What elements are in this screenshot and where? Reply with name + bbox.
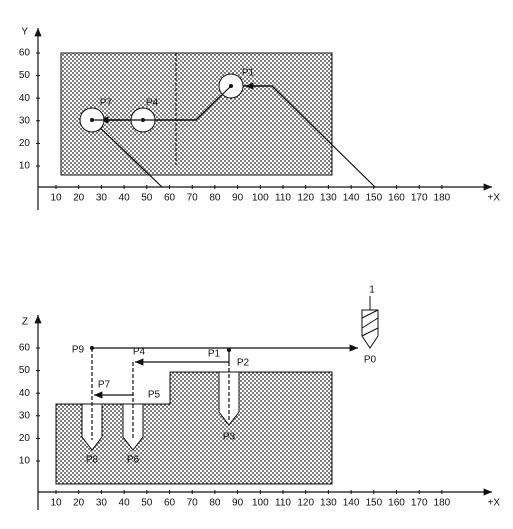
y-tick-label: 20 — [19, 138, 31, 149]
axis-label: Y — [21, 27, 28, 38]
x-tick-label: 120 — [297, 498, 314, 509]
x-tick-label: 100 — [252, 193, 269, 204]
y-tick-label: 30 — [19, 410, 31, 421]
y-tick-label: 10 — [19, 161, 31, 172]
y-tick-label: 60 — [19, 343, 31, 354]
x-tick-label: 70 — [187, 193, 199, 204]
point-label: P1 — [208, 349, 221, 360]
x-tick-label: 60 — [164, 193, 176, 204]
axis-label: +X — [487, 498, 500, 509]
x-tick-label: 50 — [141, 193, 153, 204]
x-tick-label: 170 — [411, 193, 428, 204]
x-tick-label: 90 — [232, 193, 244, 204]
y-tick-label: 50 — [19, 70, 31, 81]
point-label: P7 — [98, 380, 111, 391]
point-label: P1 — [242, 68, 255, 79]
y-tick-label: 50 — [19, 365, 31, 376]
x-tick-label: 30 — [96, 193, 108, 204]
x-tick-label: 160 — [388, 498, 405, 509]
x-tick-label: 130 — [320, 498, 337, 509]
tool-path — [92, 85, 232, 121]
point-label: P7 — [100, 98, 113, 109]
x-tick-label: 80 — [209, 193, 221, 204]
x-tick-label: 180 — [434, 193, 451, 204]
point-label: P5 — [148, 390, 161, 401]
point-label: P2 — [237, 358, 250, 369]
x-tick-label: 10 — [50, 193, 62, 204]
point-label: P3 — [223, 432, 236, 443]
point-label: P9 — [72, 345, 85, 356]
x-tick-label: 30 — [96, 498, 108, 509]
x-tick-label: 110 — [275, 498, 291, 509]
point-label: P6 — [127, 455, 140, 466]
x-tick-label: 150 — [365, 193, 382, 204]
x-tick-label: 140 — [343, 193, 360, 204]
tool-label: 1 — [369, 285, 375, 296]
x-tick-label: 180 — [434, 498, 451, 509]
x-tick-label: 100 — [252, 498, 269, 509]
point-label: P0 — [364, 355, 377, 366]
drill-tool — [361, 296, 379, 349]
x-tick-label: 110 — [275, 193, 291, 204]
x-tick-label: 20 — [73, 498, 85, 509]
point-label: P4 — [146, 98, 159, 109]
x-tick-label: 90 — [232, 498, 244, 509]
side-view — [34, 296, 492, 510]
x-tick-label: 170 — [411, 498, 428, 509]
drill-hole — [122, 403, 144, 451]
x-tick-label: 40 — [119, 193, 131, 204]
point-label: P8 — [86, 455, 99, 466]
axis-label: +X — [487, 193, 500, 204]
axis-label: Z — [22, 317, 28, 328]
y-tick-label: 20 — [19, 433, 31, 444]
x-tick-label: 60 — [164, 498, 176, 509]
x-tick-label: 150 — [365, 498, 382, 509]
workpiece — [55, 371, 333, 485]
workpiece — [60, 52, 333, 176]
x-tick-label: 80 — [209, 498, 221, 509]
y-tick-label: 30 — [19, 115, 31, 126]
x-tick-label: 130 — [320, 193, 337, 204]
y-tick-label: 40 — [19, 93, 31, 104]
point-label: P4 — [133, 347, 146, 358]
y-tick-label: 10 — [19, 456, 31, 467]
x-tick-label: 50 — [141, 498, 153, 509]
x-tick-label: 40 — [119, 498, 131, 509]
x-tick-label: 160 — [388, 193, 405, 204]
x-tick-label: 70 — [187, 498, 199, 509]
x-tick-label: 120 — [297, 193, 314, 204]
y-tick-label: 40 — [19, 388, 31, 399]
y-tick-label: 60 — [19, 48, 31, 59]
x-tick-label: 10 — [50, 498, 62, 509]
x-tick-label: 140 — [343, 498, 360, 509]
top-view — [34, 28, 492, 210]
x-tick-label: 20 — [73, 193, 85, 204]
